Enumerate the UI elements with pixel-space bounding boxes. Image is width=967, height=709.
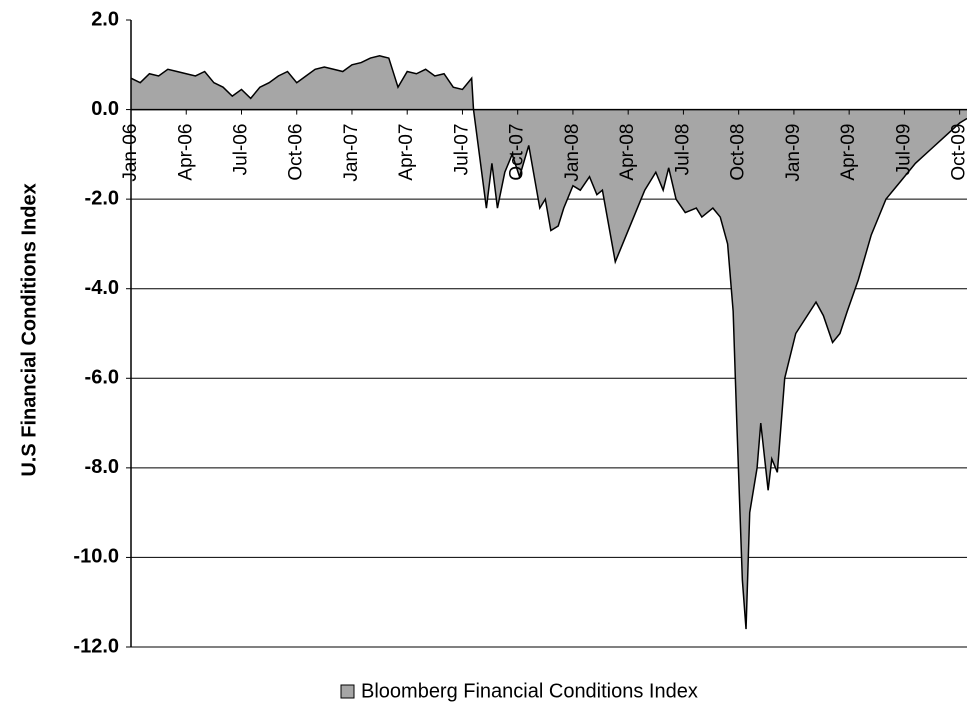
legend-label: Bloomberg Financial Conditions Index	[361, 680, 698, 702]
y-tick-label: -10.0	[73, 546, 119, 568]
y-tick-label: 2.0	[91, 8, 119, 30]
y-tick-label: -12.0	[73, 635, 119, 657]
x-tick-label: Jul-08	[672, 124, 693, 176]
y-tick-label: -6.0	[85, 367, 119, 389]
x-tick-label: Jan-07	[341, 124, 362, 182]
x-tick-label: Oct-07	[507, 124, 528, 181]
y-tick-label: -8.0	[85, 456, 119, 478]
legend-swatch	[340, 684, 355, 699]
area	[131, 55, 967, 630]
x-tick-label: Jan-06	[120, 124, 141, 182]
x-tick-label: Jul-07	[451, 124, 472, 176]
x-tick-label: Apr-06	[175, 124, 196, 181]
x-tick-label: Oct-06	[286, 124, 307, 181]
x-tick-label: Apr-09	[838, 124, 859, 181]
y-axis-label: U.S Financial Conditions Index	[18, 183, 40, 476]
x-tick-label: Apr-08	[617, 124, 638, 181]
x-tick-label: Jul-06	[231, 124, 252, 176]
x-tick-label: Jan-09	[783, 124, 804, 182]
y-tick-label: -4.0	[85, 277, 119, 299]
x-tick-label: Jul-09	[893, 124, 914, 176]
x-tick-label: Oct-09	[949, 124, 967, 181]
x-tick-label: Oct-08	[728, 124, 749, 181]
y-tick-label: 0.0	[91, 98, 119, 120]
x-tick-label: Jan-08	[562, 124, 583, 182]
area-line	[130, 55, 967, 630]
y-tick-label: -2.0	[85, 187, 119, 209]
x-tick-label: Apr-07	[396, 124, 417, 181]
